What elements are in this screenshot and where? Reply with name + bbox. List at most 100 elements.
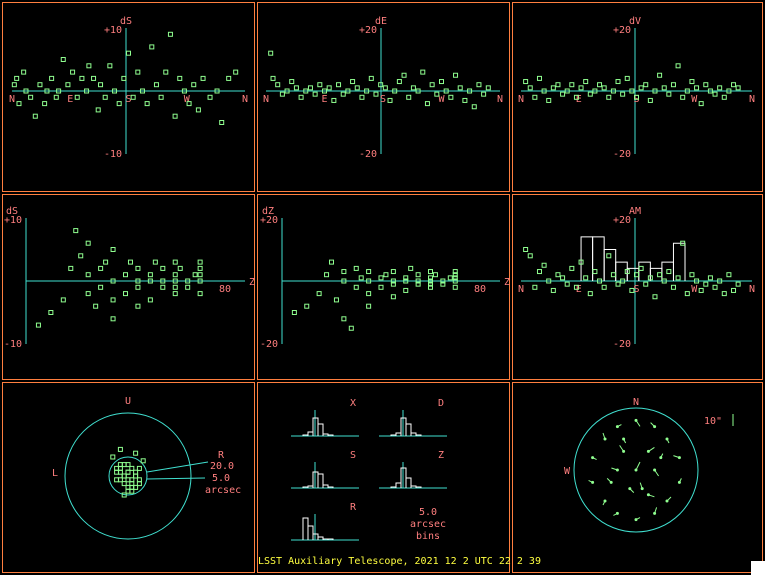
dV-vs-azimuth-point-25 [638, 85, 644, 91]
dS-vs-azimuth-point-37 [167, 31, 173, 37]
dS-vs-azimuth-point-39 [177, 75, 183, 81]
dV-vs-azimuth-point-16 [597, 82, 603, 88]
target-point-25 [117, 446, 123, 452]
dZ-vs-zenith-point-5 [333, 297, 339, 303]
AM-vs-azimuth-ytick-top: +20 [613, 215, 631, 226]
dE-vs-azimuth-point-36 [434, 91, 440, 97]
AM-vs-azimuth-point-33 [675, 275, 681, 281]
dV-vs-azimuth-point-13 [583, 79, 589, 85]
dV-vs-azimuth-point-6 [550, 85, 556, 91]
AM-vs-azimuth-point-11 [573, 284, 579, 290]
dZ-vs-zenith-point-22 [390, 269, 396, 275]
dV-vs-azimuth-point-15 [592, 88, 598, 94]
dZ-vs-zenith-point-40 [452, 272, 458, 278]
sky-star-7 [677, 480, 681, 484]
dE-vs-azimuth-point-14 [331, 97, 337, 103]
dZ-vs-zenith-point-16 [366, 269, 372, 275]
dS-vs-zenith-point-33 [172, 278, 178, 284]
dE-vs-azimuth-point-37 [439, 79, 444, 85]
dV-vs-azimuth-point-36 [689, 79, 695, 85]
target-top-label: U [125, 396, 131, 407]
AM-vs-azimuth-point-37 [694, 278, 700, 284]
dZ-vs-zenith-point-44 [452, 269, 458, 275]
hist-D-bars [390, 417, 422, 436]
dV-vs-azimuth-point-12 [578, 85, 584, 91]
panel-3-border [2, 194, 255, 380]
AM-vs-azimuth-point-6 [550, 287, 556, 293]
dV-vs-azimuth-point-33 [675, 63, 681, 69]
dS-vs-azimuth-ytick-bottom: -10 [104, 149, 122, 160]
AM-vs-azimuth-point-1 [527, 253, 533, 259]
AM-vs-azimuth-point-24 [634, 272, 639, 278]
dS-vs-azimuth-point-33 [149, 44, 155, 50]
dS-vs-zenith-xlabel: Z [249, 277, 255, 288]
panel-5-border [512, 194, 763, 380]
dS-vs-azimuth-ytick-top: +10 [104, 25, 122, 36]
AM-vs-azimuth-point-15 [592, 269, 598, 275]
dS-vs-zenith-point-35 [172, 284, 178, 290]
dZ-vs-zenith-point-30 [415, 272, 421, 278]
AM-vs-azimuth-point-14 [587, 291, 593, 297]
hist-D-label: D [438, 398, 444, 409]
dS-vs-zenith-point-27 [152, 259, 158, 265]
dS-vs-zenith-point-14 [110, 278, 116, 284]
dS-vs-zenith-point-6 [85, 272, 91, 278]
sky-star-23 [646, 493, 650, 497]
dV-vs-azimuth-title: dV [629, 16, 641, 27]
dZ-vs-zenith-point-1 [304, 303, 310, 309]
sky-star-17 [615, 468, 619, 472]
dS-vs-azimuth-point-10 [49, 75, 55, 81]
sky-scale-label: 10" [704, 416, 722, 427]
dS-vs-azimuth-point-49 [233, 69, 239, 75]
dS-vs-azimuth-point-4 [23, 88, 29, 94]
resize-corner[interactable] [751, 561, 765, 575]
dE-vs-azimuth-point-40 [453, 72, 459, 78]
sky-star-16 [653, 468, 657, 472]
AM-vs-azimuth-marker-4: N [749, 284, 755, 295]
dV-vs-azimuth-point-24 [634, 94, 639, 100]
AM-vs-azimuth-point-26 [643, 281, 649, 287]
dE-vs-azimuth-point-44 [471, 104, 477, 110]
ring-label-20: 20.0 [210, 461, 234, 472]
dS-vs-zenith-point-11 [98, 284, 104, 290]
AM-vs-azimuth-point-35 [684, 291, 690, 297]
dS-vs-azimuth-marker-2: S [125, 94, 131, 105]
dV-vs-azimuth-point-45 [731, 82, 737, 88]
dZ-vs-zenith-point-0 [291, 310, 297, 315]
dE-vs-azimuth-point-24 [378, 82, 384, 88]
dZ-vs-zenith-point-24 [403, 275, 409, 281]
AM-vs-azimuth-point-16 [597, 278, 603, 284]
dE-vs-azimuth-point-43 [467, 88, 473, 94]
sky-star-9 [665, 499, 669, 503]
hist-Z-bars [390, 467, 422, 488]
target-point-19 [133, 473, 139, 479]
AM-vs-azimuth-point-21 [620, 278, 626, 284]
dE-vs-azimuth-point-21 [364, 88, 370, 94]
dV-vs-azimuth-point-18 [606, 94, 612, 100]
dS-vs-zenith-point-19 [127, 259, 133, 265]
dV-vs-azimuth-point-44 [726, 88, 732, 94]
hist-R-label: R [350, 502, 357, 513]
dS-vs-azimuth-point-24 [107, 63, 113, 69]
ring-label-unit: arcsec [205, 485, 241, 496]
target-point-24 [140, 458, 146, 464]
dV-vs-azimuth-point-11 [573, 94, 579, 100]
dS-vs-zenith-point-41 [197, 278, 203, 284]
target-point-26 [133, 450, 139, 456]
AM-vs-azimuth-point-25 [638, 265, 644, 271]
dZ-vs-zenith-point-20 [390, 294, 396, 300]
dZ-vs-zenith-point-6 [341, 269, 347, 275]
dS-vs-zenith-point-37 [185, 278, 191, 284]
dS-vs-azimuth-marker-0: N [9, 94, 15, 105]
dS-vs-zenith-point-17 [123, 272, 128, 278]
AM-vs-azimuth-point-20 [615, 281, 621, 287]
dV-vs-azimuth-point-32 [670, 82, 676, 88]
footer-caption: LSST Auxiliary Telescope, 2021 12 2 UTC … [258, 556, 541, 567]
dZ-vs-zenith-xtick-80: 80 [474, 284, 486, 295]
target-point-13 [121, 473, 127, 479]
dS-vs-azimuth-point-35 [158, 94, 164, 100]
dS-vs-zenith-point-28 [160, 284, 166, 290]
AM-vs-azimuth-point-8 [560, 275, 566, 281]
dZ-vs-zenith-point-39 [447, 275, 453, 281]
